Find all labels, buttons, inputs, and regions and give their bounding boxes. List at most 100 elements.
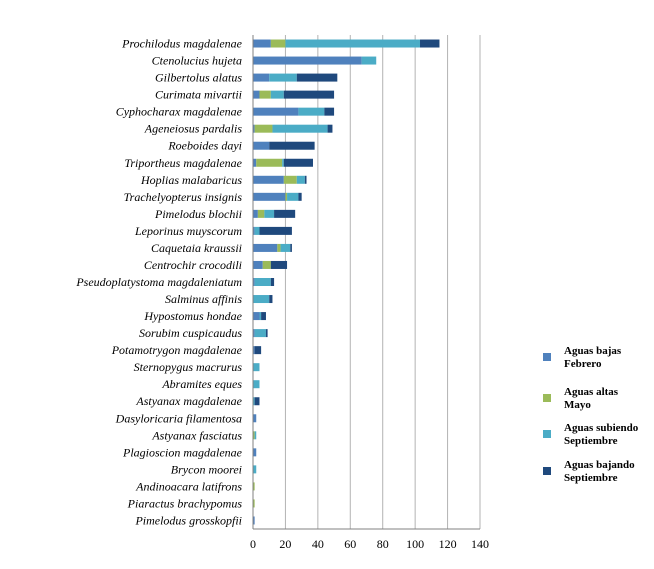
bar-segment-series-2 xyxy=(253,499,255,508)
bar-segment-series-4 xyxy=(265,329,268,338)
x-tick-label-120: 120 xyxy=(439,537,457,551)
bar-segment-series-1 xyxy=(253,39,271,48)
legend-swatch-series-2 xyxy=(543,394,551,402)
bar-segment-series-4 xyxy=(296,73,338,82)
bar-segment-series-2 xyxy=(256,158,283,167)
bar-segment-series-3 xyxy=(259,312,262,321)
bar-segment-series-4 xyxy=(269,141,315,150)
bar-segment-series-3 xyxy=(254,278,271,286)
category-label: Leporinus muyscorum xyxy=(134,224,242,238)
bar-segment-series-1 xyxy=(253,329,255,338)
bar-segment-series-4 xyxy=(254,397,260,406)
category-label: Abramites eques xyxy=(161,377,242,391)
bar-segment-series-1 xyxy=(253,278,255,286)
legend-label-series-3: Septiembre xyxy=(564,435,618,447)
category-label: Cyphocharax magdalenae xyxy=(116,105,243,119)
bar-segment-series-3 xyxy=(253,380,260,389)
bar-segment-series-4 xyxy=(324,107,335,116)
category-label: Ctenolucius hujeta xyxy=(152,54,242,68)
category-label: Trachelyopterus insignis xyxy=(124,190,243,204)
x-axis: 0 20 40 60 80 100 120 140 xyxy=(250,35,489,551)
x-tick-label-0: 0 xyxy=(250,537,256,551)
category-label: Sternopygus macrurus xyxy=(134,360,243,374)
category-label: Pseudoplatystoma magdaleniatum xyxy=(75,275,242,289)
bar-segment-series-4 xyxy=(274,209,296,218)
bar-segment-series-3 xyxy=(280,243,291,252)
bar-segment-series-3 xyxy=(298,107,325,116)
category-label: Prochilodus magdalenae xyxy=(121,37,243,51)
legend-label-series-2: Mayo xyxy=(564,399,591,411)
legend-swatch-series-3 xyxy=(543,430,551,438)
bar-segment-series-2 xyxy=(254,124,273,133)
legend-label-series-3: Aguas subiendo xyxy=(564,422,639,434)
category-label: Curimata mivartii xyxy=(155,88,242,102)
bar-segment-series-1 xyxy=(253,141,270,150)
bar-segment-series-3 xyxy=(253,465,257,474)
x-tick-label-140: 140 xyxy=(471,537,489,551)
bar-segment-series-3 xyxy=(264,209,275,218)
bar-segment-series-4 xyxy=(283,90,335,99)
category-label: Astyanax fasciatus xyxy=(151,428,242,442)
bar-segment-series-4 xyxy=(290,243,292,252)
legend-label-series-1: Aguas bajas xyxy=(564,345,622,357)
bar-segment-series-2 xyxy=(283,175,297,184)
bar-segment-series-1 xyxy=(253,158,257,167)
bar-segment-series-4 xyxy=(259,226,292,235)
bar-segment-series-3 xyxy=(282,158,284,167)
bar-segment-series-3 xyxy=(269,73,297,82)
bar-segment-series-2 xyxy=(277,243,281,252)
bar-segment-series-1 xyxy=(253,260,263,269)
x-tick-label-40: 40 xyxy=(312,537,324,551)
x-tick-label-80: 80 xyxy=(377,537,389,551)
bars xyxy=(253,39,440,525)
x-tick-label-20: 20 xyxy=(279,537,291,551)
bar-segment-series-1 xyxy=(253,107,299,116)
x-tick-label-60: 60 xyxy=(344,537,356,551)
bar-segment-series-4 xyxy=(269,295,273,304)
bar-segment-series-4 xyxy=(283,158,313,167)
category-label: Centrochir crocodili xyxy=(144,258,242,272)
category-label: Pimelodus blochii xyxy=(154,207,242,221)
bar-segment-series-3 xyxy=(253,397,255,406)
bar-segment-series-2 xyxy=(253,431,255,440)
bar-segment-series-2 xyxy=(259,90,271,99)
legend-label-series-4: Septiembre xyxy=(564,472,618,484)
category-label: Plagioscion magdalenae xyxy=(122,445,243,459)
bar-segment-series-1 xyxy=(253,209,258,218)
bar-segment-series-3 xyxy=(296,175,305,184)
category-label: Sorubim cuspicaudus xyxy=(139,326,242,340)
bar-segment-series-1 xyxy=(253,73,270,82)
bar-segment-series-2 xyxy=(270,39,286,48)
bar-segment-series-2 xyxy=(285,192,288,201)
category-label: Potamotrygon magdalenae xyxy=(111,343,243,357)
bar-segment-series-3 xyxy=(254,226,260,235)
bar-segment-series-1 xyxy=(253,226,255,235)
bar-segment-series-1 xyxy=(253,448,257,457)
category-label: Roeboides dayi xyxy=(167,139,242,153)
bar-segment-series-3 xyxy=(253,363,260,372)
category-label: Brycon moorei xyxy=(171,462,242,476)
category-label: Andinoacara latifrons xyxy=(135,479,242,493)
bar-segment-series-3 xyxy=(285,39,421,48)
bar-segment-series-4 xyxy=(327,124,333,133)
category-label: Gilbertolus alatus xyxy=(155,71,242,85)
bar-segment-series-4 xyxy=(261,312,266,321)
category-label: Dasyloricaria filamentosa xyxy=(115,411,242,425)
bar-segment-series-1 xyxy=(253,175,284,184)
bar-segment-series-3 xyxy=(361,56,377,65)
category-label: Salminus affinis xyxy=(165,292,242,306)
gridlines xyxy=(284,35,481,529)
bar-segment-series-1 xyxy=(253,90,260,99)
bar-segment-series-1 xyxy=(253,243,278,252)
bar-segment-series-3 xyxy=(272,124,328,133)
category-label: Piaractus brachypomus xyxy=(127,496,243,510)
legend-label-series-1: Febrero xyxy=(564,358,602,370)
category-label: Pimelodus grosskopfii xyxy=(134,513,242,527)
bar-segment-series-2 xyxy=(253,482,255,491)
bar-segment-series-3 xyxy=(254,329,266,338)
bar-segment-series-1 xyxy=(253,192,286,201)
bar-segment-series-4 xyxy=(420,39,440,48)
